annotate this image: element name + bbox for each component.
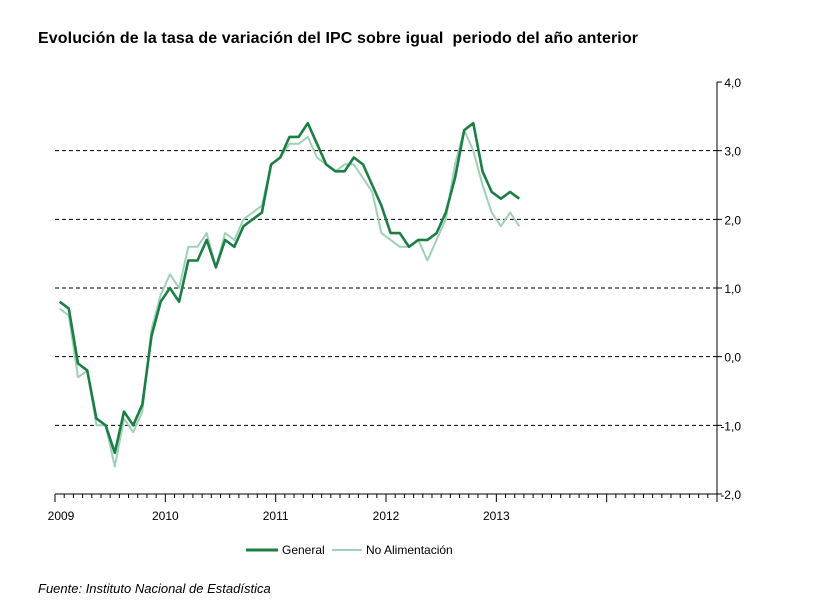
y-tick-label-0: 4,0 xyxy=(724,76,741,90)
y-tick-label-2: 2,0 xyxy=(724,213,741,227)
y-tick-label-6: -2,0 xyxy=(720,488,741,502)
x-tick-label-2010: 2010 xyxy=(152,509,179,523)
x-tick-label-2013: 2013 xyxy=(483,509,510,523)
series-line-general xyxy=(58,121,521,455)
y-tick-label-1: 3,0 xyxy=(724,145,741,159)
y-tick-label-4: 0,0 xyxy=(724,351,741,365)
source-note: Fuente: Instituto Nacional de Estadístic… xyxy=(38,581,271,596)
axes xyxy=(54,81,722,502)
y-tick-label-5: -1,0 xyxy=(720,419,741,433)
y-tick-label-3: 1,0 xyxy=(724,282,741,296)
grid-lines xyxy=(55,150,717,426)
x-tick-label-2011: 2011 xyxy=(263,509,289,523)
chart-title: Evolución de la tasa de variación del IP… xyxy=(38,30,639,47)
x-tick-label-2012: 2012 xyxy=(373,509,400,523)
legend-label-no-alimentacion: No Alimentación xyxy=(366,543,453,557)
legend-label-general: General xyxy=(282,543,325,557)
series-lines xyxy=(58,121,521,468)
series-line-no-alimentacion xyxy=(58,129,521,468)
x-tick-labels: 2009 2010 2011 2012 2013 xyxy=(48,509,510,523)
x-tick-label-2009: 2009 xyxy=(48,509,75,523)
y-tick-labels: 4,0 3,0 2,0 1,0 0,0 -1,0 -2,0 xyxy=(720,76,741,502)
legend: General No Alimentación xyxy=(246,543,453,557)
